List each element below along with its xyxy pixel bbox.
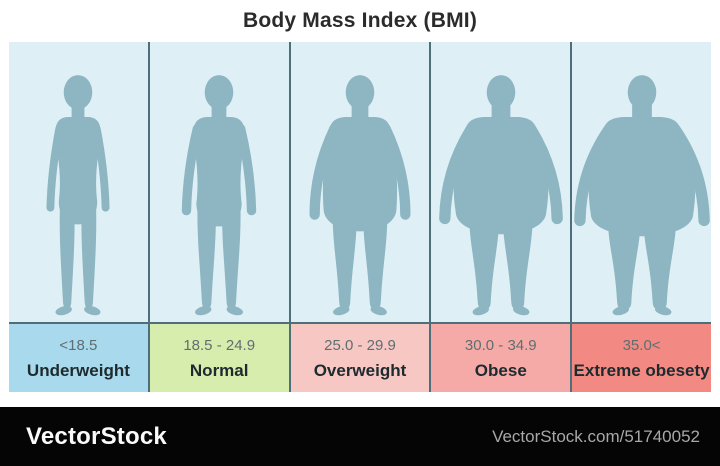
bmi-category-label: Obese	[474, 361, 527, 380]
bmi-range-value: 30.0 - 34.9	[464, 337, 537, 354]
bmi-range-value: 25.0 - 29.9	[324, 337, 396, 354]
bmi-range-cell-underweight: <18.5 Underweight	[9, 322, 148, 392]
watermark-bar: VectorStock VectorStock.com/51740052	[0, 407, 720, 466]
bmi-range-cell-extreme-obesity: 35.0< Extreme obesety	[572, 322, 711, 392]
bmi-range-value: <18.5	[59, 337, 98, 354]
bmi-category-label: Underweight	[26, 361, 130, 380]
underweight-body-silhouette	[9, 42, 148, 322]
bmi-range-cell-overweight: 25.0 - 29.9 Overweight	[290, 322, 430, 392]
bmi-column-extreme-obesity: 35.0< Extreme obesety	[570, 42, 711, 392]
bmi-category-label: Extreme obesety	[573, 361, 710, 380]
vectorstock-logo: VectorStock	[26, 422, 167, 450]
bmi-range-value: 18.5 - 24.9	[183, 337, 256, 354]
bmi-category-label: Normal	[189, 361, 249, 380]
bmi-scale-board: <18.5 Underweight 18.5 - 24.9 Normal	[9, 42, 711, 392]
overweight-body-silhouette	[290, 42, 430, 322]
bmi-column-normal: 18.5 - 24.9 Normal	[147, 42, 289, 392]
bmi-column-obese: 30.0 - 34.9 Obese	[429, 42, 571, 392]
page-title: Body Mass Index (BMI)	[242, 9, 478, 32]
bmi-range-value: 35.0<	[622, 337, 661, 354]
bmi-column-underweight: <18.5 Underweight	[9, 42, 148, 392]
bmi-range-cell-normal: 18.5 - 24.9 Normal	[149, 322, 289, 392]
bmi-column-overweight: 25.0 - 29.9 Overweight	[288, 42, 430, 392]
obese-body-silhouette	[431, 42, 571, 322]
extreme-obesity-body-silhouette	[572, 42, 711, 322]
bmi-category-label: Overweight	[313, 361, 407, 380]
title-bar: Body Mass Index (BMI)	[0, 0, 720, 42]
vectorstock-credit: VectorStock.com/51740052	[492, 426, 700, 446]
bmi-range-cell-obese: 30.0 - 34.9 Obese	[431, 322, 571, 392]
normal-body-silhouette	[149, 42, 289, 322]
